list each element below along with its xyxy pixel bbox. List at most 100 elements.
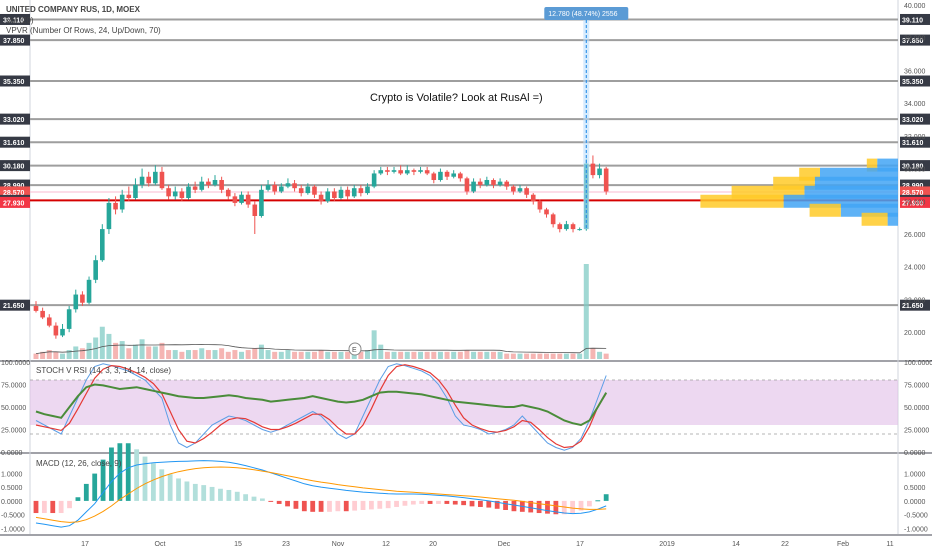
volume-bar <box>365 350 370 359</box>
candle-body <box>239 194 244 203</box>
volume-bar <box>152 346 158 359</box>
macd-tick-right: 1.0000 <box>904 471 926 478</box>
level-label-box-right <box>900 34 930 46</box>
macd-histogram-bar <box>360 500 366 510</box>
candle-body <box>292 183 297 189</box>
candle-body <box>106 202 112 230</box>
level-label-right: 30.180 <box>902 164 924 171</box>
candle-body <box>411 170 417 172</box>
volume-bar <box>338 351 344 359</box>
volume-bar <box>113 342 119 359</box>
volume-bar <box>325 351 331 359</box>
volume-bar <box>444 351 450 359</box>
macd-histogram-bar <box>142 456 148 501</box>
stoch-k-line <box>35 363 607 451</box>
volume-bar <box>358 351 364 359</box>
level-label-box-right <box>900 179 930 191</box>
volume-bar <box>418 351 424 359</box>
x-axis-label: Feb <box>837 541 849 548</box>
macd-histogram-bar <box>394 500 399 507</box>
stoch-tick-left: 50.0000 <box>1 405 26 412</box>
level-label-box-left <box>0 160 30 172</box>
candle-body <box>451 173 456 177</box>
volume-profile <box>700 158 898 226</box>
candle-body <box>66 309 72 329</box>
level-label-right: 39.110 <box>902 17 923 24</box>
level-label-box-left <box>0 299 30 311</box>
candle-body <box>73 294 79 310</box>
price-tick-label: 38.000 <box>904 36 926 43</box>
volume-bar <box>79 348 85 359</box>
volume-bar <box>477 351 483 359</box>
measure-tool[interactable]: 12.780 (48.74%) 2556 <box>544 7 629 230</box>
macd-histogram-bar <box>461 500 467 506</box>
candle-body <box>570 224 576 230</box>
volume-bar <box>252 348 258 359</box>
x-axis-label: Oct <box>155 541 166 548</box>
x-axis-label: 17 <box>81 541 89 548</box>
volume-bar <box>40 351 46 359</box>
candle-body <box>471 181 476 192</box>
level-label-box-left <box>0 136 30 148</box>
candle-body <box>172 191 178 197</box>
volume-bar <box>126 348 132 359</box>
annotation-text: Crypto is Volatile? Look at RusAl =) <box>370 92 543 104</box>
x-axis-label: 14 <box>732 541 740 548</box>
stoch-tick-right: 0.0000 <box>904 450 926 457</box>
candle-body <box>100 229 105 261</box>
candle-body <box>86 279 92 303</box>
level-label-left: 39.110 <box>3 17 24 24</box>
candle-body <box>511 186 516 192</box>
level-label-left: 30.180 <box>3 164 25 171</box>
price-level-lines: 39.110 39.110 37.850 37.850 35.350 35.350 33.0… <box>0 13 930 311</box>
earnings-marker-label: E <box>352 347 357 354</box>
macd-histogram-bar <box>209 486 215 501</box>
volume-bar <box>451 351 457 359</box>
macd-histogram-bar <box>478 500 483 507</box>
volume-bar <box>524 353 530 359</box>
candle-body <box>358 188 364 194</box>
volume-bar <box>285 350 291 359</box>
chart-title: UNITED COMPANY RUS, 1D, MOEX <box>6 5 141 14</box>
candle-body <box>153 171 158 184</box>
candle-body <box>80 294 85 303</box>
candle-body <box>126 194 132 198</box>
candle-body <box>305 186 311 194</box>
volume-bar <box>199 348 205 359</box>
macd-tick-left: 0.5000 <box>1 485 23 492</box>
price-tick-label: 34.000 <box>904 101 926 108</box>
vpvr-indicator-label: VPVR (Number Of Rows, 24, Up/Down, 70) <box>6 26 161 35</box>
candle-body <box>517 188 523 192</box>
level-label-right: 27.930 <box>902 200 924 207</box>
volume-bar <box>484 351 490 359</box>
stoch-tick-left: 25.0000 <box>1 428 26 435</box>
macd-histogram-bar <box>578 500 584 511</box>
candle-body <box>391 170 397 172</box>
volume-bar <box>577 353 583 359</box>
level-label-box-right <box>900 196 930 208</box>
candle-body <box>458 173 463 179</box>
candle-body <box>332 191 337 198</box>
volume-bar <box>192 350 198 359</box>
volume-bar <box>371 330 377 359</box>
volume-bar <box>603 353 609 359</box>
macd-histogram-bar <box>536 500 542 514</box>
macd-histogram-bar <box>587 500 592 507</box>
macd-histogram-bar <box>268 500 274 502</box>
macd-histogram-bar <box>444 500 450 504</box>
volume-bar <box>219 348 225 359</box>
volume-bar <box>391 351 397 359</box>
price-tick-label: 28.000 <box>904 199 926 206</box>
macd-histogram-bar <box>176 478 181 501</box>
macd-histogram-bar <box>67 500 72 509</box>
candle-body <box>351 188 357 197</box>
candle-body <box>225 189 231 197</box>
stoch-tick-left: 0.0000 <box>1 450 23 457</box>
macd-histogram-bar <box>159 469 165 501</box>
candle-body <box>245 194 251 205</box>
volume-bar <box>570 353 576 359</box>
level-label-box-left <box>0 75 30 87</box>
candle-body <box>40 310 45 318</box>
candle-body <box>146 176 152 184</box>
candle-body <box>265 184 271 190</box>
